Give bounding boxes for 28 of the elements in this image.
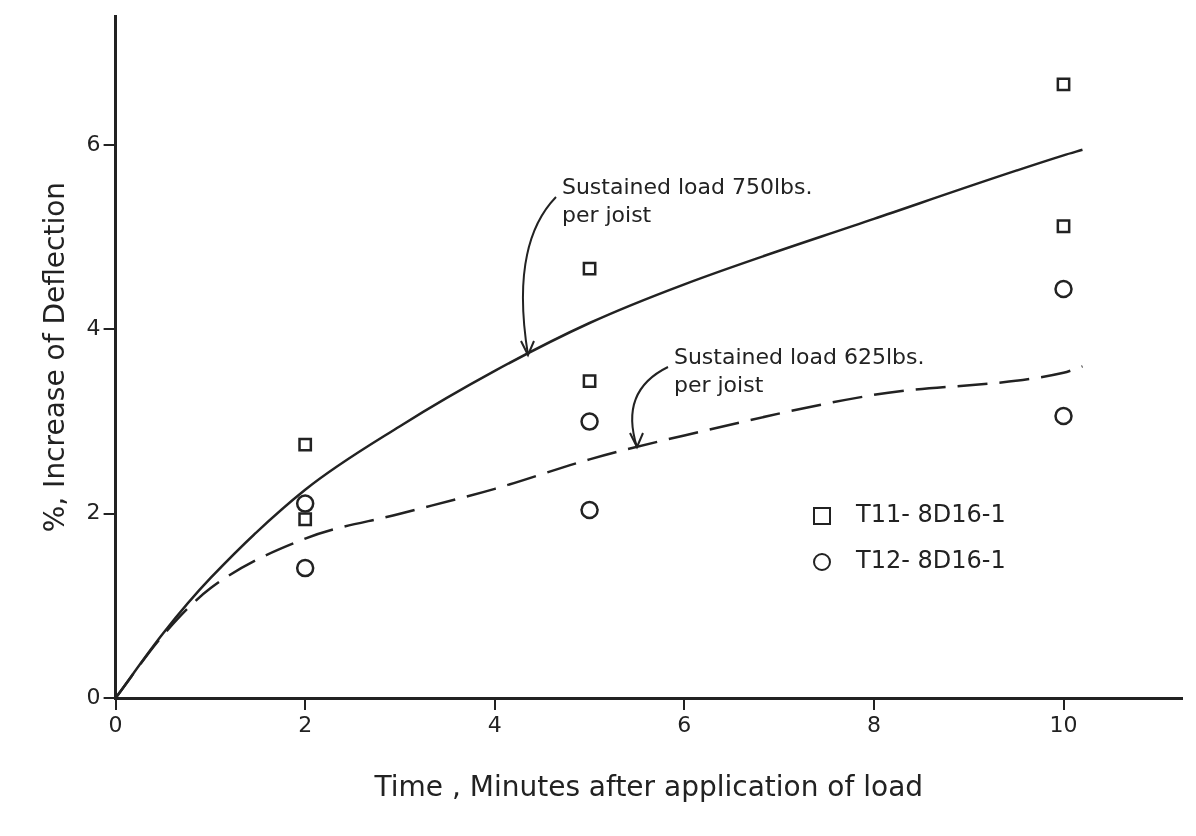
y-tick-label: 4: [86, 315, 101, 341]
x-tick-label: 8: [866, 711, 881, 737]
y-tick-label: 0: [86, 683, 101, 709]
x-axis-title: Time , Minutes after application of load: [373, 770, 924, 804]
point: [298, 437, 313, 452]
point: [1054, 279, 1073, 299]
x-tick-label: 2: [298, 711, 313, 737]
point: [582, 374, 597, 388]
annotation: Sustained load 750lbs. per joist: [561, 173, 813, 227]
x-tick-label: 6: [677, 711, 692, 737]
y-axis-title: %, Increase of Deflection: [38, 181, 72, 533]
x-tick-label: 10: [1049, 711, 1078, 737]
point: [295, 558, 315, 578]
legend-label: T12- 8D16-1: [855, 546, 1006, 575]
y-tick-label: 6: [86, 130, 101, 156]
point: [580, 500, 599, 520]
point: [1056, 219, 1071, 234]
x-tick-label: 4: [487, 711, 502, 737]
y-tick-label: 2: [86, 499, 101, 525]
legend-label: T11- 8D16-1: [855, 500, 1006, 529]
point: [1054, 406, 1073, 426]
point: [582, 261, 597, 276]
point: [580, 412, 599, 431]
point: [295, 494, 315, 513]
annotation: Sustained load 625lbs. per joist: [673, 344, 925, 398]
x-tick-label: 0: [108, 711, 123, 737]
point: [298, 512, 313, 527]
point: [1056, 77, 1071, 92]
